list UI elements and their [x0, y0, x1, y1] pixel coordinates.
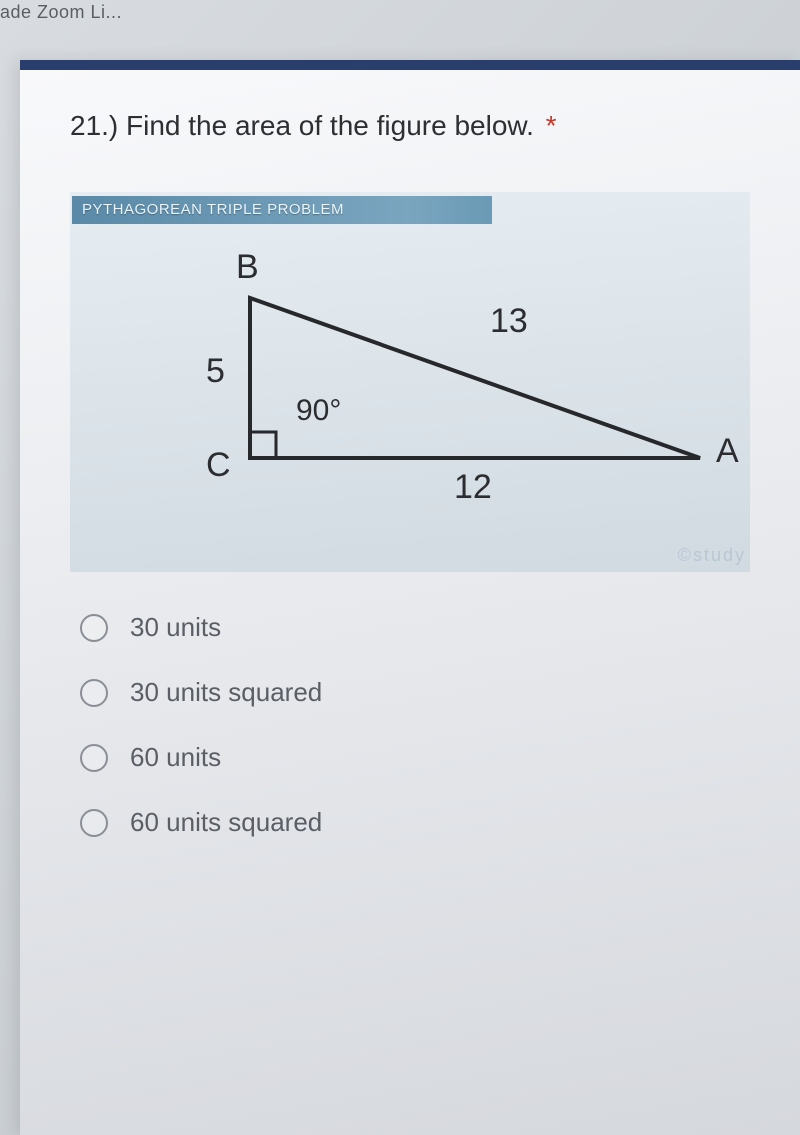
figure-container: PYTHAGOREAN TRIPLE PROBLEM B C A 5 12 13… [70, 192, 750, 572]
option-label: 60 units squared [130, 807, 322, 838]
browser-tab-hint: ade Zoom Li... [0, 2, 122, 23]
option-30-units[interactable]: 30 units [80, 612, 750, 643]
right-angle-label: 90° [296, 394, 341, 428]
option-60-units[interactable]: 60 units [80, 742, 750, 773]
option-60-units-squared[interactable]: 60 units squared [80, 807, 750, 838]
option-label: 30 units squared [130, 677, 322, 708]
question-card: 21.) Find the area of the figure below. … [20, 60, 800, 1135]
question-text-line: 21.) Find the area of the figure below. … [70, 110, 750, 142]
option-label: 30 units [130, 612, 221, 643]
options-group: 30 units 30 units squared 60 units 60 un… [80, 612, 750, 838]
option-label: 60 units [130, 742, 221, 773]
side-ba-label: 13 [490, 302, 528, 341]
required-asterisk: * [546, 110, 557, 141]
radio-icon [80, 614, 108, 642]
question-number: 21.) [70, 110, 118, 141]
figure-watermark: ©study [678, 545, 746, 566]
vertex-a-label: A [716, 432, 739, 471]
radio-icon [80, 679, 108, 707]
radio-icon [80, 809, 108, 837]
radio-icon [80, 744, 108, 772]
vertex-c-label: C [206, 446, 231, 485]
question-text: Find the area of the figure below. [126, 110, 534, 141]
figure-banner: PYTHAGOREAN TRIPLE PROBLEM [72, 196, 492, 224]
side-ca-label: 12 [454, 468, 492, 507]
option-30-units-squared[interactable]: 30 units squared [80, 677, 750, 708]
vertex-b-label: B [236, 248, 259, 287]
side-bc-label: 5 [206, 352, 225, 391]
